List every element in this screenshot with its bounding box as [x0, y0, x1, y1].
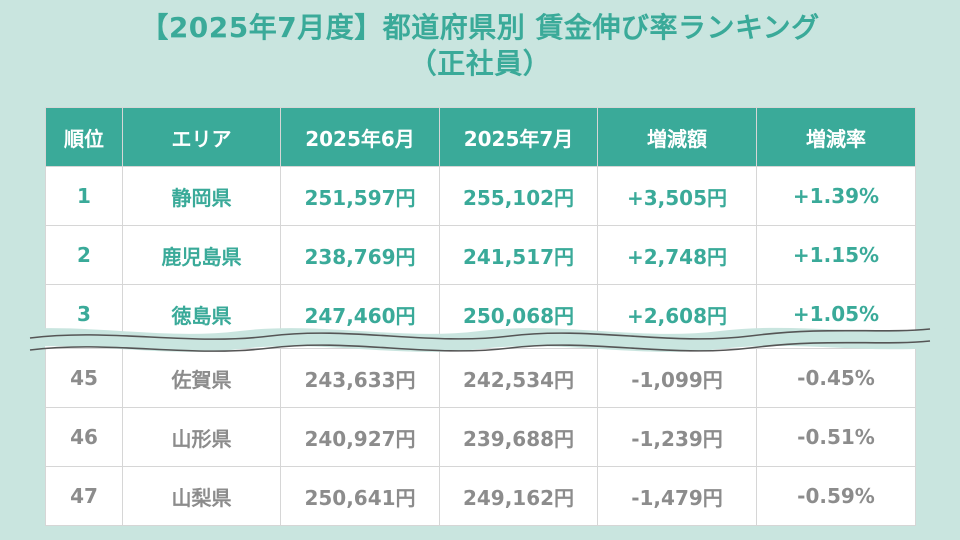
ranking-table-container: 順位 エリア 2025年6月 2025年7月 増減額 増減率 1 静岡県 251…	[45, 107, 916, 526]
cell-change-rate: -0.45%	[756, 348, 916, 408]
cell-area: 山形県	[122, 407, 281, 467]
cell-rank: 47	[45, 466, 123, 526]
header-june: 2025年6月	[280, 107, 440, 167]
table-row: 46 山形県 240,927円 239,688円 -1,239円 -0.51%	[45, 407, 916, 467]
header-july: 2025年7月	[439, 107, 598, 167]
cell-area: 静岡県	[122, 166, 281, 226]
cell-july: 241,517円	[439, 225, 598, 285]
header-rank: 順位	[45, 107, 123, 167]
header-area: エリア	[122, 107, 281, 167]
cell-change-rate: -0.59%	[756, 466, 916, 526]
cell-area: 鹿児島県	[122, 225, 281, 285]
table-header-row: 順位 エリア 2025年6月 2025年7月 増減額 増減率	[45, 107, 916, 167]
cell-july: 249,162円	[439, 466, 598, 526]
cell-june: 240,927円	[280, 407, 440, 467]
wave-band	[0, 327, 960, 352]
cell-rank: 2	[45, 225, 123, 285]
wave-line-lower	[29, 340, 931, 352]
cell-rank: 46	[45, 407, 123, 467]
cell-june: 250,641円	[280, 466, 440, 526]
ranking-table: 順位 エリア 2025年6月 2025年7月 増減額 増減率 1 静岡県 251…	[45, 107, 916, 526]
cell-change-rate: +1.39%	[756, 166, 916, 226]
cell-june: 238,769円	[280, 225, 440, 285]
cell-change-rate: -0.51%	[756, 407, 916, 467]
header-change-rate: 増減率	[756, 107, 916, 167]
cell-change-amount: +3,505円	[597, 166, 757, 226]
cell-july: 255,102円	[439, 166, 598, 226]
cell-rank: 45	[45, 348, 123, 408]
cell-june: 251,597円	[280, 166, 440, 226]
table-row: 2 鹿児島県 238,769円 241,517円 +2,748円 +1.15%	[45, 225, 916, 285]
title-line-2: （正社員）	[408, 47, 552, 80]
cell-july: 242,534円	[439, 348, 598, 408]
cell-area: 山梨県	[122, 466, 281, 526]
cell-change-rate: +1.15%	[756, 225, 916, 285]
page-title: 【2025年7月度】都道府県別 賃金伸び率ランキング （正社員）	[0, 10, 960, 82]
title-line-1: 【2025年7月度】都道府県別 賃金伸び率ランキング	[140, 11, 820, 44]
cell-rank: 1	[45, 166, 123, 226]
cell-change-amount: +2,748円	[597, 225, 757, 285]
wave-line-upper	[29, 328, 931, 340]
table-row: 45 佐賀県 243,633円 242,534円 -1,099円 -0.45%	[45, 348, 916, 408]
cell-change-amount: -1,239円	[597, 407, 757, 467]
cell-june: 243,633円	[280, 348, 440, 408]
table-row: 1 静岡県 251,597円 255,102円 +3,505円 +1.39%	[45, 166, 916, 226]
table-row: 47 山梨県 250,641円 249,162円 -1,479円 -0.59%	[45, 466, 916, 526]
cell-july: 239,688円	[439, 407, 598, 467]
cell-change-amount: -1,099円	[597, 348, 757, 408]
header-change-amount: 増減額	[597, 107, 757, 167]
omission-wave-divider	[0, 327, 960, 352]
cell-change-amount: -1,479円	[597, 466, 757, 526]
